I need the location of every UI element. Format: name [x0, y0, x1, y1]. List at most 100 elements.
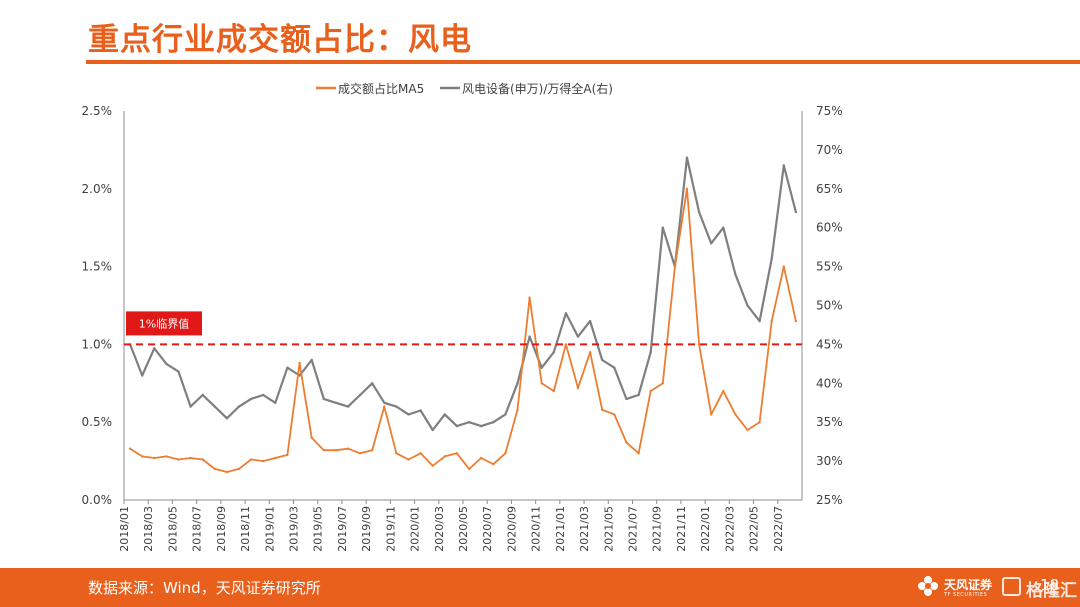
point-ratio — [516, 382, 519, 385]
point-ratio — [153, 347, 156, 350]
watermark-icon — [1002, 577, 1021, 596]
flower-logo-icon — [918, 576, 938, 596]
point-ma5 — [588, 351, 592, 354]
x-tick-label: 2021/01 — [554, 506, 567, 552]
point-ma5 — [213, 467, 216, 471]
point-ratio — [358, 393, 362, 397]
point-ma5 — [625, 441, 628, 444]
point-ratio — [782, 164, 785, 167]
point-ratio — [237, 405, 241, 408]
point-ma5 — [613, 413, 616, 416]
point-ratio — [225, 417, 229, 420]
x-tick-label: 2021/07 — [627, 506, 640, 552]
point-ma5 — [334, 449, 338, 452]
point-ma5 — [177, 458, 180, 461]
point-ma5 — [153, 456, 156, 460]
right-tick-label: 75% — [816, 104, 843, 118]
point-ratio — [734, 273, 737, 276]
point-ratio — [177, 370, 180, 373]
point-ma5 — [516, 408, 519, 411]
right-tick-label: 35% — [816, 415, 843, 429]
point-ma5 — [165, 455, 168, 458]
point-ma5 — [710, 413, 713, 416]
point-ma5 — [552, 389, 555, 393]
point-ma5 — [782, 265, 785, 268]
point-ratio — [697, 210, 701, 214]
point-ratio — [189, 405, 192, 408]
point-ma5 — [141, 455, 144, 458]
threshold-label-box — [126, 311, 202, 336]
page-number: 18 — [1040, 576, 1060, 594]
title-divider — [86, 60, 1080, 64]
legend-label-ma5: 成交额占比MA5 — [338, 81, 424, 96]
point-ma5 — [201, 458, 204, 461]
point-ratio — [758, 319, 761, 323]
point-ratio — [564, 312, 568, 315]
x-tick-label: 2022/07 — [772, 506, 785, 552]
point-ma5 — [237, 467, 241, 471]
left-tick-label: 1.5% — [82, 260, 113, 274]
x-axis-ticks: 2018/01 2018/03 2018/05 2018/07 2018/09 2018/… — [118, 500, 785, 552]
right-tick-label: 25% — [816, 493, 843, 507]
point-ma5 — [358, 452, 362, 455]
point-ma5 — [274, 456, 277, 460]
x-tick-label: 2021/11 — [675, 506, 688, 552]
point-ma5 — [262, 459, 265, 463]
point-ratio — [746, 304, 749, 307]
x-tick-label: 2018/09 — [215, 506, 228, 552]
right-tick-label: 30% — [816, 454, 843, 468]
x-tick-label: 2021/09 — [651, 506, 664, 552]
x-tick-label: 2021/05 — [602, 506, 615, 552]
point-ma5 — [770, 319, 773, 323]
source-note: 数据来源：Wind，天风证券研究所 — [88, 579, 321, 597]
point-ma5 — [758, 421, 761, 424]
right-tick-label: 55% — [816, 260, 843, 274]
axes — [123, 111, 803, 501]
point-ma5 — [504, 452, 507, 455]
point-ma5 — [371, 449, 374, 452]
x-tick-label: 2022/03 — [723, 506, 736, 552]
point-ratio — [322, 397, 325, 401]
point-ratio — [455, 424, 459, 428]
left-axis-ticks: 0.0% 0.5% 1.0% 1.5% 2.0% 2.5% — [82, 104, 113, 507]
point-ma5 — [673, 265, 677, 268]
point-ma5 — [528, 296, 531, 299]
legend-label-ratio: 风电设备(申万)/万得全A(右) — [462, 81, 613, 96]
point-ma5 — [576, 386, 580, 390]
point-ma5 — [383, 405, 386, 408]
point-ratio — [480, 424, 483, 428]
point-ma5 — [189, 456, 192, 460]
watermark: 格隆汇 — [1002, 575, 1077, 601]
x-tick-label: 2020/11 — [530, 506, 543, 552]
point-ma5 — [734, 413, 737, 416]
brand-name: 天风证券 — [944, 578, 993, 592]
point-ma5 — [431, 464, 434, 467]
x-tick-label: 2018/05 — [166, 506, 179, 552]
left-tick-label: 2.5% — [82, 104, 113, 118]
x-tick-label: 2022/05 — [748, 506, 761, 552]
point-ratio — [576, 335, 580, 338]
footer-bar: 数据来源：Wind，天风证券研究所 天风证券 TF SECURITIES 18 … — [0, 568, 1080, 607]
right-tick-label: 70% — [816, 143, 843, 157]
point-ma5 — [395, 452, 398, 455]
point-ratio — [346, 405, 350, 408]
x-tick-label: 2020/05 — [457, 506, 470, 552]
point-ma5 — [794, 319, 798, 323]
point-ratio — [504, 413, 507, 416]
point-ratio — [613, 366, 616, 369]
page-title: 重点行业成交额占比：风电 — [88, 22, 472, 58]
point-ratio — [492, 421, 495, 424]
right-tick-label: 45% — [816, 337, 843, 351]
point-ma5 — [661, 382, 664, 385]
point-ratio — [625, 397, 628, 401]
x-tick-label: 2018/01 — [118, 506, 131, 552]
point-ratio — [794, 210, 798, 214]
x-tick-label: 2018/03 — [142, 506, 155, 552]
point-ratio — [262, 393, 265, 397]
right-axis-ticks: 25% 30% 35% 40% 45% 50% 55% 60% 65% 70% 75% — [816, 104, 843, 507]
point-ma5 — [467, 467, 471, 471]
left-tick-label: 1.0% — [82, 337, 113, 351]
point-ma5 — [540, 382, 543, 385]
point-ratio — [395, 405, 398, 408]
point-ma5 — [697, 343, 701, 346]
